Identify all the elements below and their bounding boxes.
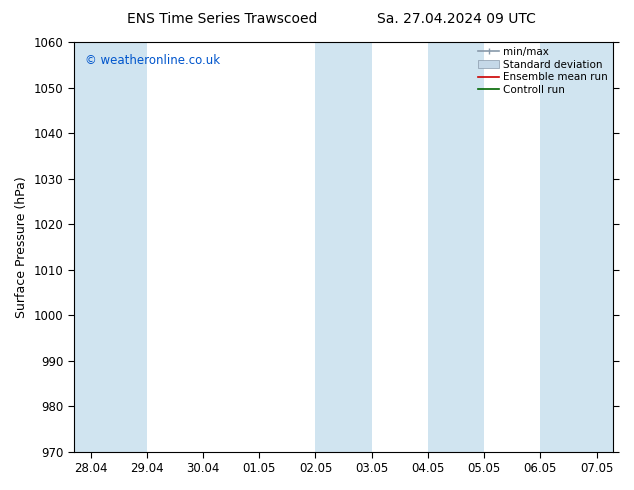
Bar [540, 42, 614, 452]
Legend: min/max, Standard deviation, Ensemble mean run, Controll run: min/max, Standard deviation, Ensemble me… [476, 45, 611, 97]
Bar [74, 42, 147, 452]
Y-axis label: Surface Pressure (hPa): Surface Pressure (hPa) [15, 176, 28, 318]
Text: Sa. 27.04.2024 09 UTC: Sa. 27.04.2024 09 UTC [377, 12, 536, 26]
Bar [316, 42, 372, 452]
Bar [428, 42, 484, 452]
Text: © weatheronline.co.uk: © weatheronline.co.uk [84, 54, 219, 67]
Text: ENS Time Series Trawscoed: ENS Time Series Trawscoed [127, 12, 317, 26]
